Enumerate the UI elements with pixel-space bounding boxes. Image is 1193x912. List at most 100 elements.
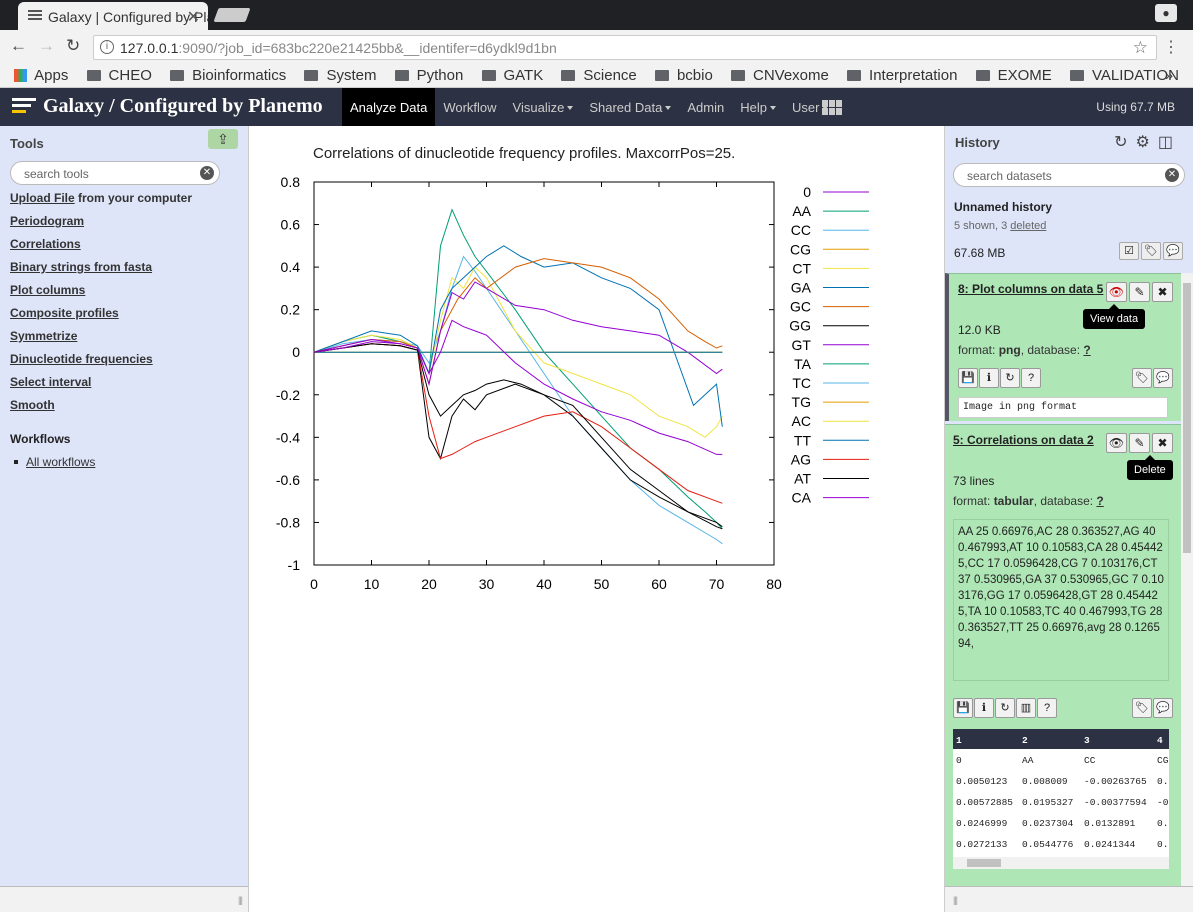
deleted-link[interactable]: deleted [1010, 220, 1047, 232]
drag-handle-icon[interactable]: ||| [953, 895, 958, 905]
annotation-icon[interactable]: 💬 [1163, 242, 1183, 260]
legend-label: CA [792, 490, 812, 506]
bookmark-folder[interactable]: VALIDATION [1069, 67, 1179, 84]
dataset-tool-icons: 💾 ℹ ↻ ▥? [953, 698, 1057, 718]
tool-panel: Tools ⇪ search tools ✕ Upload File from … [0, 126, 249, 886]
table-row: 0.0246999 0.0237304 0.0132891 0. [956, 818, 1169, 829]
series-line-GT [313, 281, 723, 387]
bookmark-star-icon[interactable]: ☆ [1132, 38, 1148, 57]
browser-menu-icon[interactable]: ⋮ [1163, 39, 1179, 56]
history-search-input[interactable]: search datasets ✕ [953, 163, 1185, 187]
tool-select-interval[interactable]: Select interval [10, 375, 92, 389]
eye-icon[interactable]: 👁 [1106, 433, 1127, 453]
bookmark-folder[interactable]: GATK [481, 67, 543, 84]
table-hscroll[interactable] [953, 857, 1169, 869]
close-tab-icon[interactable]: ✕ [186, 9, 200, 26]
info-icon[interactable]: ℹ [974, 698, 994, 718]
clear-search-icon[interactable]: ✕ [200, 166, 214, 180]
history-options: ↻⚙◫ [1114, 132, 1181, 152]
rerun-icon[interactable]: ↻ [1000, 368, 1020, 388]
eye-icon[interactable]: 👁 [1106, 282, 1127, 302]
dataset-peek: Image in png format [958, 397, 1168, 418]
tool-upload-file[interactable]: Upload File from your computer [10, 191, 193, 205]
more-bookmarks-icon[interactable]: » [1165, 67, 1173, 83]
history-name[interactable]: Unnamed history [954, 200, 1053, 214]
nav-help[interactable]: Help [732, 88, 784, 126]
tool-binary-strings[interactable]: Binary strings from fasta [10, 260, 153, 274]
pencil-icon[interactable]: ✎ [1129, 433, 1150, 453]
nav-workflow[interactable]: Workflow [443, 100, 497, 115]
dataset-title[interactable]: 5: Correlations on data 2 [953, 433, 1094, 447]
x-tick-label: 70 [709, 576, 725, 592]
all-workflows-link[interactable]: All workflows [14, 455, 95, 469]
tool-search-input[interactable]: search tools ✕ [10, 161, 220, 185]
legend-label: GT [792, 337, 812, 353]
refresh-icon[interactable]: ↻ [1114, 134, 1136, 151]
new-tab-button[interactable] [213, 8, 251, 22]
clear-search-icon[interactable]: ✕ [1165, 168, 1179, 182]
tags-icon[interactable]: 🏷 [1132, 368, 1152, 388]
tool-periodogram[interactable]: Periodogram [10, 214, 85, 228]
legend-label: AC [792, 413, 811, 429]
annotation-icon[interactable]: 💬 [1153, 698, 1173, 718]
pencil-icon[interactable]: ✎ [1129, 282, 1150, 302]
bookmark-folder[interactable]: Science [561, 67, 637, 84]
help-icon[interactable]: ? [1021, 368, 1041, 388]
reload-icon[interactable]: ↻ [66, 36, 81, 55]
tool-plot-columns[interactable]: Plot columns [10, 283, 86, 297]
galaxy-logo-icon[interactable] [12, 98, 36, 116]
visualize-icon[interactable]: ▥ [1016, 698, 1036, 718]
dataset-title[interactable]: 8: Plot columns on data 5 [958, 282, 1104, 296]
bookmark-folder[interactable]: Interpretation [847, 67, 957, 84]
bookmark-folder[interactable]: System [304, 67, 376, 84]
bookmark-folder[interactable]: CHEO [86, 67, 152, 84]
forward-icon[interactable]: → [38, 36, 55, 55]
browser-tab[interactable]: Galaxy | Configured by Planemo ✕ [18, 2, 208, 30]
info-icon[interactable]: ℹ [979, 368, 999, 388]
nav-visualize[interactable]: Visualize [505, 88, 582, 126]
bookmark-folder[interactable]: CNVexome [730, 67, 829, 84]
dataset-actions: 👁 ✎ ✖ [1106, 433, 1173, 453]
bookmark-folder[interactable]: Python [394, 67, 463, 84]
delete-icon[interactable]: ✖ [1152, 433, 1173, 453]
history-scrollbar[interactable] [1181, 273, 1193, 886]
nav-admin[interactable]: Admin [687, 100, 725, 115]
bookmark-apps[interactable]: Apps [14, 67, 68, 84]
tags-icon[interactable]: 🏷 [1141, 242, 1161, 260]
info-icon[interactable]: i [100, 40, 114, 54]
tool-correlations[interactable]: Correlations [10, 237, 81, 251]
dataset-item: 8: Plot columns on data 5 👁 ✎ ✖ View dat… [945, 273, 1181, 421]
chevron-down-icon [567, 106, 574, 110]
upload-icon[interactable]: ⇪ [208, 129, 238, 149]
select-all-icon[interactable]: ☑ [1119, 242, 1139, 260]
tool-composite-profiles[interactable]: Composite profiles [10, 306, 119, 320]
apps-grid-icon[interactable] [822, 100, 842, 115]
rerun-icon[interactable]: ↻ [995, 698, 1015, 718]
profile-icon[interactable]: ● [1155, 4, 1177, 22]
help-icon[interactable]: ? [1037, 698, 1057, 718]
folder-icon [394, 70, 409, 81]
nav-analyze-data[interactable]: Analyze Data [342, 88, 436, 126]
tool-dinucleotide-frequencies[interactable]: Dinucleotide frequencies [10, 352, 153, 366]
nav-shared-data[interactable]: Shared Data [581, 88, 679, 126]
annotation-icon[interactable]: 💬 [1153, 368, 1173, 388]
url-input[interactable]: i 127.0.0.1:9090/?job_id=683bc220e21425b… [93, 35, 1157, 60]
brand-title[interactable]: Galaxy / Configured by Planemo [43, 95, 323, 117]
bookmark-folder[interactable]: bcbio [654, 67, 713, 84]
legend-label: GA [791, 280, 812, 296]
gear-icon[interactable]: ⚙ [1135, 134, 1158, 151]
scroll-thumb[interactable] [967, 859, 1001, 867]
tags-icon[interactable]: 🏷 [1132, 698, 1152, 718]
drag-handle-icon[interactable]: ||| [237, 895, 243, 905]
y-tick-label: 0.2 [281, 302, 301, 318]
save-icon[interactable]: 💾 [953, 698, 973, 718]
back-icon[interactable]: ← [10, 36, 27, 55]
columns-icon[interactable]: ◫ [1157, 134, 1181, 151]
scroll-thumb[interactable] [1183, 283, 1191, 553]
bookmark-folder[interactable]: Bioinformatics [170, 67, 286, 84]
save-icon[interactable]: 💾 [958, 368, 978, 388]
bookmark-folder[interactable]: EXOME [975, 67, 1052, 84]
delete-icon[interactable]: ✖ [1152, 282, 1173, 302]
tool-symmetrize[interactable]: Symmetrize [10, 329, 78, 343]
tool-smooth[interactable]: Smooth [10, 398, 55, 412]
